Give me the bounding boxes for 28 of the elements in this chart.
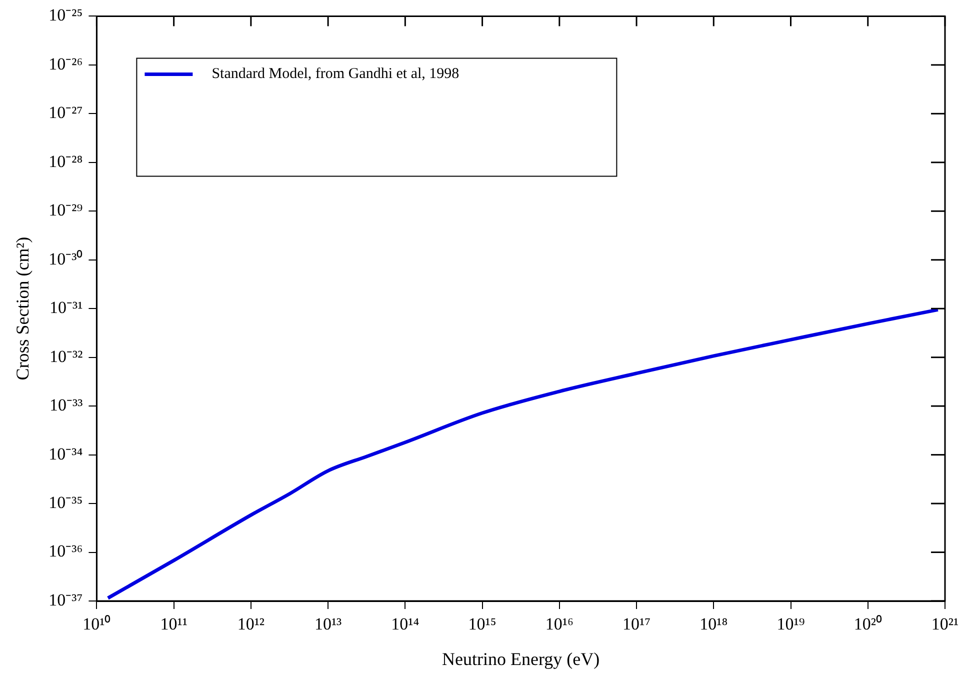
y-tick-label: 10⁻²⁵ — [48, 6, 83, 25]
y-tick-label: 10⁻³⁶ — [48, 542, 83, 561]
x-tick-label: 10¹⁶ — [545, 614, 574, 634]
y-tick-label: 10⁻³⁰ — [48, 249, 83, 268]
y-tick-label: 10⁻³⁷ — [48, 590, 83, 610]
x-tick-label: 10¹⁰ — [82, 614, 111, 634]
y-tick-label: 10⁻²⁹ — [48, 200, 83, 220]
x-tick-label: 10¹² — [237, 614, 265, 634]
x-axis-title: Neutrino Energy (eV) — [442, 648, 600, 669]
x-tick-label: 10¹⁸ — [700, 614, 728, 634]
legend-label: Standard Model, from Gandhi et al, 1998 — [212, 66, 460, 82]
x-tick-label: 10²¹ — [931, 614, 959, 634]
y-tick-label: 10⁻³⁵ — [48, 493, 83, 512]
y-tick-label: 10⁻²⁷ — [48, 103, 83, 122]
x-tick-label: 10¹⁵ — [468, 614, 496, 634]
x-tick-label: 10¹⁷ — [622, 614, 651, 634]
x-tick-label: 10²⁰ — [854, 614, 882, 634]
y-tick-label: 10⁻³³ — [49, 396, 83, 415]
y-axis-title: Cross Section (cm²) — [12, 236, 33, 380]
x-tick-label: 10¹¹ — [160, 614, 188, 634]
x-tick-label: 10¹⁴ — [391, 614, 420, 634]
y-tick-label: 10⁻²⁸ — [48, 152, 83, 171]
y-tick-label: 10⁻²⁶ — [48, 54, 83, 74]
y-tick-label: 10⁻³² — [49, 346, 83, 366]
y-tick-label: 10⁻³¹ — [49, 298, 83, 318]
x-tick-label: 10¹⁹ — [776, 614, 805, 634]
y-tick-label: 10⁻³⁴ — [48, 444, 83, 464]
x-tick-label: 10¹³ — [314, 614, 342, 634]
